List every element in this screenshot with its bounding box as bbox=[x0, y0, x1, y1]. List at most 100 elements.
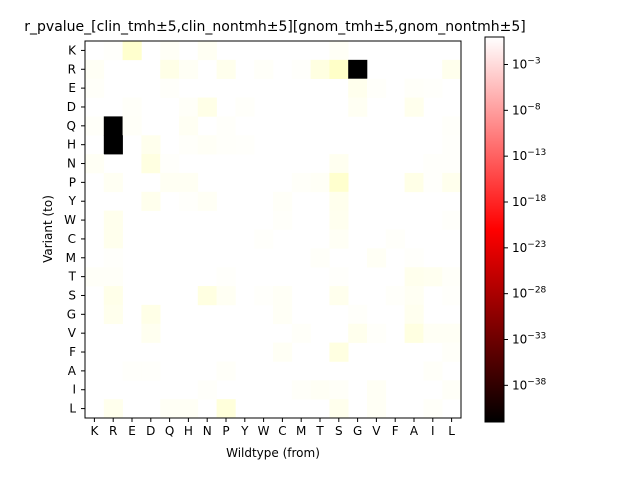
x-tick-label: C bbox=[278, 424, 286, 438]
heatmap-cell bbox=[197, 135, 217, 155]
heatmap-cell bbox=[310, 59, 330, 79]
y-tick-label: F bbox=[69, 345, 76, 359]
x-tick-label: W bbox=[258, 424, 270, 438]
heatmap-cell bbox=[179, 191, 199, 211]
heatmap-cell bbox=[329, 399, 349, 419]
heatmap-cell bbox=[423, 361, 443, 381]
colorbar-tick-label: 10−3 bbox=[512, 57, 541, 72]
heatmap-cell bbox=[442, 135, 462, 155]
heatmap-cell bbox=[179, 59, 199, 79]
heatmap-cell bbox=[310, 248, 330, 268]
heatmap-cell bbox=[141, 191, 161, 211]
heatmap-cell bbox=[85, 154, 105, 174]
heatmap-cell bbox=[103, 248, 123, 268]
y-tick-label: E bbox=[68, 81, 76, 95]
heatmap-cell bbox=[291, 323, 311, 343]
colorbar-tick-label: 10−18 bbox=[512, 194, 547, 209]
heatmap-cell bbox=[404, 267, 424, 287]
heatmap-cell bbox=[85, 116, 105, 136]
x-tick-label: D bbox=[146, 424, 155, 438]
x-tick-label: A bbox=[410, 424, 419, 438]
heatmap-cell bbox=[291, 380, 311, 400]
heatmap-cell bbox=[141, 135, 161, 155]
heatmap-cell bbox=[442, 267, 462, 287]
heatmap-cell bbox=[273, 286, 293, 306]
colorbar-tick-label: 10−23 bbox=[512, 240, 546, 255]
heatmap-cell bbox=[103, 41, 123, 61]
heatmap-cell bbox=[329, 191, 349, 211]
x-tick-label: Q bbox=[165, 424, 174, 438]
colorbar-tick-label: 10−38 bbox=[512, 377, 547, 392]
x-tick-label: Y bbox=[240, 424, 249, 438]
heatmap-cell bbox=[197, 286, 217, 306]
x-tick-label: E bbox=[128, 424, 136, 438]
y-tick-label: Q bbox=[67, 119, 76, 133]
heatmap-cell bbox=[103, 116, 123, 136]
x-tick-label: S bbox=[335, 424, 343, 438]
heatmap-cell bbox=[179, 135, 199, 155]
heatmap-cell bbox=[442, 210, 462, 230]
heatmap-cell bbox=[160, 41, 180, 61]
heatmap-cell bbox=[85, 267, 105, 287]
heatmap-cell bbox=[310, 172, 330, 193]
heatmap-cell bbox=[179, 172, 199, 193]
heatmap-cell bbox=[367, 323, 387, 343]
heatmap-cell bbox=[141, 304, 161, 325]
heatmap-cell bbox=[141, 361, 161, 381]
heatmap-cell bbox=[310, 380, 330, 400]
x-tick-label: F bbox=[392, 424, 399, 438]
heatmap-cell bbox=[329, 210, 349, 230]
heatmap-cell bbox=[329, 229, 349, 249]
heatmap-cell bbox=[367, 399, 387, 419]
heatmap-cell bbox=[122, 41, 142, 61]
heatmap-cell bbox=[141, 323, 161, 343]
heatmap-cell bbox=[423, 78, 443, 98]
heatmap-cell bbox=[329, 286, 349, 306]
x-tick-label: P bbox=[222, 424, 229, 438]
heatmap-cell bbox=[122, 361, 142, 381]
heatmap-cell bbox=[197, 97, 217, 117]
heatmap-cell bbox=[273, 210, 293, 230]
y-tick-label: S bbox=[68, 288, 76, 302]
heatmap-cell bbox=[216, 286, 236, 306]
heatmap-cell bbox=[273, 304, 293, 325]
heatmap-cell bbox=[367, 380, 387, 400]
heatmap-cell bbox=[103, 304, 123, 325]
heatmap-cell bbox=[348, 97, 368, 117]
heatmap-cell bbox=[442, 116, 462, 136]
heatmap-cell bbox=[423, 399, 443, 419]
y-tick-label: W bbox=[64, 213, 76, 227]
y-tick-label: N bbox=[67, 157, 76, 171]
heatmap-cell bbox=[367, 248, 387, 268]
heatmap-cell bbox=[254, 59, 274, 79]
heatmap-cell bbox=[348, 59, 368, 79]
y-tick-label: G bbox=[67, 307, 76, 321]
heatmap-cell bbox=[404, 78, 424, 98]
colorbar-tick-label: 10−13 bbox=[512, 148, 546, 163]
y-tick-label: T bbox=[68, 270, 77, 284]
heatmap-cell bbox=[103, 286, 123, 306]
y-tick-label: L bbox=[69, 402, 76, 416]
heatmap-cell bbox=[442, 172, 462, 193]
y-tick-label: K bbox=[68, 43, 77, 57]
y-tick-label: D bbox=[67, 100, 76, 114]
heatmap-cell bbox=[442, 342, 462, 362]
heatmap-cell bbox=[216, 361, 236, 381]
colorbar-ticks: 10−3 10−8 10−13 10−18 10−23 10−28 10−33 10−38 bbox=[504, 57, 547, 392]
y-tick-label: I bbox=[72, 383, 76, 397]
heatmap-cell bbox=[160, 399, 180, 419]
y-tick-label: R bbox=[68, 62, 76, 76]
heatmap-cell bbox=[197, 380, 217, 400]
heatmap-cell bbox=[122, 116, 142, 136]
y-tick-label: A bbox=[68, 364, 77, 378]
heatmap-cell bbox=[404, 172, 424, 193]
heatmap-cell bbox=[329, 267, 349, 287]
heatmap-cell bbox=[329, 172, 349, 193]
heatmap-cell bbox=[423, 172, 443, 193]
heatmap-cell bbox=[103, 267, 123, 287]
heatmap-cell bbox=[404, 323, 424, 343]
heatmap-cell bbox=[160, 78, 180, 98]
y-axis-label: Variant (to) bbox=[41, 195, 55, 263]
heatmap-cell bbox=[85, 78, 105, 98]
